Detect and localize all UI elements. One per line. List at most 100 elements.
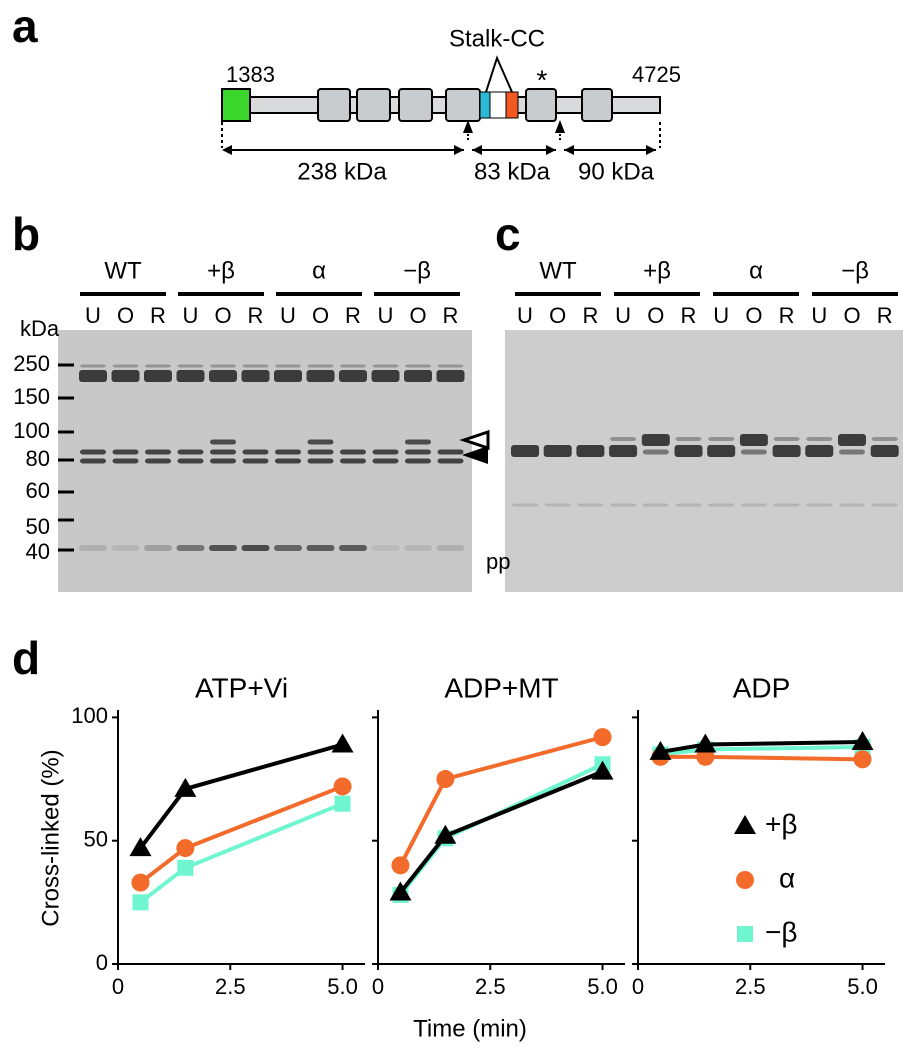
x-tick-label: 0 (372, 974, 384, 999)
point (851, 731, 874, 751)
band (839, 449, 865, 455)
lane-label: U (517, 303, 533, 328)
asterisk: * (537, 64, 548, 95)
band (675, 503, 702, 507)
band (209, 545, 237, 551)
band (404, 370, 432, 382)
y-axis-label: Cross-linked (%) (37, 749, 64, 926)
group-label: +β (207, 257, 235, 284)
band (437, 449, 464, 455)
marker-label: 150 (13, 384, 50, 409)
band (177, 449, 204, 455)
x-tick-label: 2.5 (735, 974, 766, 999)
band (307, 439, 334, 445)
band (372, 458, 399, 464)
point (331, 733, 354, 753)
band (372, 449, 399, 455)
series-line (398, 769, 604, 894)
band (339, 370, 367, 382)
band (80, 449, 106, 455)
panel-label: d (12, 632, 40, 684)
marker-label: 40 (26, 539, 50, 564)
band (177, 458, 204, 464)
unit-label: kDa (20, 316, 60, 341)
lane-label: U (811, 303, 827, 328)
point (649, 740, 672, 760)
legend-marker (737, 926, 753, 942)
domain-map (221, 55, 661, 155)
band (544, 503, 571, 507)
point (434, 824, 457, 844)
band (576, 445, 605, 457)
residue-label: 4725 (632, 62, 681, 87)
band (805, 445, 834, 457)
y-tick-label: 0 (96, 950, 108, 975)
point (174, 777, 197, 797)
panel-label: c (495, 208, 521, 260)
gel-bands (79, 364, 899, 551)
band (242, 364, 269, 368)
chart-title: ATP+Vi (195, 672, 288, 703)
band (209, 370, 237, 382)
lane-label: R (345, 303, 361, 328)
band (145, 458, 171, 464)
domain-label: Stalk-CC (449, 25, 545, 52)
band (642, 503, 669, 507)
point (694, 733, 717, 753)
arrowhead (459, 429, 490, 451)
series-line (660, 754, 863, 762)
legend-label: +β (765, 808, 797, 839)
marker-label: 250 (13, 351, 50, 376)
x-tick-label: 0 (112, 974, 124, 999)
band (79, 370, 107, 382)
band (111, 545, 140, 551)
marker-label: 50 (26, 514, 50, 539)
group-label: −β (403, 257, 431, 284)
band (772, 445, 801, 457)
gel (505, 330, 903, 592)
band (871, 437, 898, 441)
band (405, 458, 431, 464)
band (112, 449, 139, 455)
lane-label: R (443, 303, 459, 328)
band (405, 449, 431, 455)
band (839, 503, 865, 507)
band (210, 458, 236, 464)
lane-label: U (85, 303, 101, 328)
band (145, 364, 171, 368)
lane-label: U (280, 303, 296, 328)
band (306, 545, 335, 551)
point (853, 750, 872, 769)
lane-label: R (248, 303, 264, 328)
panel-label: a (12, 0, 38, 52)
lane-label: O (117, 303, 134, 328)
point (177, 859, 194, 876)
band (112, 364, 139, 368)
point (391, 856, 410, 875)
band (543, 445, 572, 457)
band (274, 370, 302, 382)
band (307, 458, 334, 464)
band (144, 545, 172, 551)
band (241, 370, 270, 382)
band (111, 370, 140, 382)
group-label: WT (539, 257, 577, 284)
group-label: −β (841, 257, 869, 284)
point (334, 795, 351, 812)
lane-label: U (713, 303, 729, 328)
band (339, 545, 367, 551)
band (307, 364, 334, 368)
band (773, 437, 800, 441)
point (389, 881, 412, 901)
band (145, 449, 171, 455)
band (436, 370, 465, 382)
band (609, 445, 638, 457)
band (404, 545, 432, 551)
group-label: α (749, 257, 763, 284)
band (340, 458, 366, 464)
x-tick-label: 5.0 (847, 974, 878, 999)
band (577, 503, 604, 507)
lane-label: U (615, 303, 631, 328)
band (274, 545, 302, 551)
